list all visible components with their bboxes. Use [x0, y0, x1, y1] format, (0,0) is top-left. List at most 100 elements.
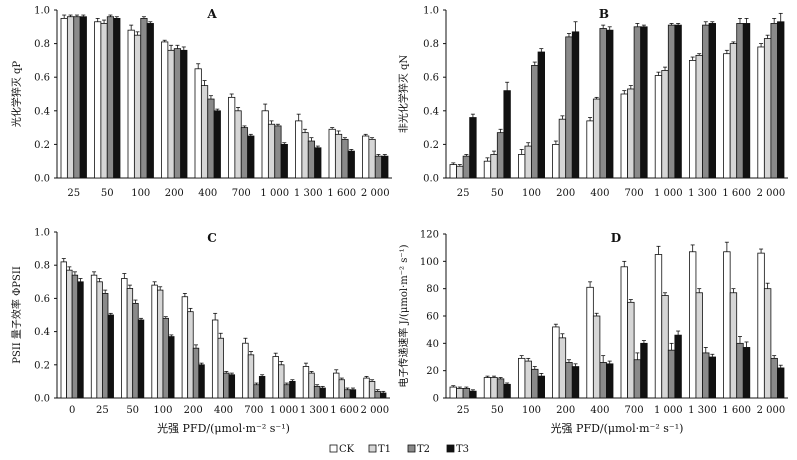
- x-category-label: 700: [244, 405, 263, 416]
- bar-t2: [223, 372, 230, 399]
- bar-t1: [524, 360, 532, 399]
- bar-ck: [261, 110, 269, 179]
- bar-ck: [121, 278, 128, 399]
- bar-t2: [462, 388, 471, 399]
- panel-c: 0.0 0.2 0.4 0.6 0.8 1.0 C PSII 量子效率 ΦPSII 光强 PFD…: [10, 228, 390, 435]
- bar-t2: [374, 155, 383, 179]
- bar-t3: [349, 389, 357, 399]
- legend-label-t1: T1: [378, 444, 391, 455]
- x-category-label: 1 300: [300, 405, 329, 416]
- legend-swatch-t2: [407, 444, 416, 453]
- x-category-label: 1 000: [654, 188, 683, 199]
- y-tick-label: 0.2: [34, 140, 50, 151]
- bar-t3: [137, 319, 145, 399]
- bar-t1: [267, 123, 276, 179]
- bar-t2: [633, 26, 642, 179]
- bar-t3: [571, 31, 580, 179]
- bar-t3: [640, 26, 648, 179]
- bar-t1: [524, 145, 532, 179]
- bar-ck: [723, 53, 731, 179]
- bar-t1: [592, 98, 601, 179]
- bar-t3: [469, 117, 477, 179]
- x-axis-label: 光强 PFD/(μmol·m⁻² s⁻¹): [551, 421, 684, 435]
- legend-label-t3: T3: [456, 444, 469, 455]
- bar-ck: [242, 342, 249, 399]
- bar-t1: [558, 118, 567, 179]
- bar-t3: [289, 380, 296, 399]
- x-category-label: 2 000: [361, 188, 390, 199]
- bar-ck: [518, 357, 526, 399]
- bar-ck: [483, 377, 492, 399]
- bar-t3: [347, 150, 355, 179]
- y-tick-label: 0.4: [423, 106, 439, 117]
- bar-t3: [777, 21, 785, 179]
- bar-t1: [187, 311, 194, 399]
- bar-t3: [708, 23, 716, 179]
- x-category-label: 25: [96, 405, 109, 416]
- bar-t3: [742, 347, 751, 399]
- bar-t2: [667, 24, 676, 179]
- bar-ck: [586, 120, 594, 179]
- bar-ck: [518, 154, 526, 179]
- x-category-label: 700: [625, 188, 644, 199]
- bar-t3: [503, 383, 511, 399]
- y-tick-label: 0.2: [34, 360, 50, 371]
- x-category-label: 1 600: [722, 188, 751, 199]
- bar-t3: [198, 364, 205, 399]
- bar-ck: [94, 21, 102, 179]
- bar-t1: [234, 110, 242, 179]
- bar-t2: [341, 138, 349, 179]
- x-category-label: 50: [101, 188, 114, 199]
- bar-t2: [344, 389, 351, 399]
- bar-ck: [552, 143, 560, 179]
- bar-t2: [71, 274, 79, 399]
- bar-ck: [181, 296, 189, 399]
- bar-t1: [338, 379, 345, 399]
- bar-ck: [211, 319, 219, 399]
- bar-ck: [228, 96, 236, 179]
- y-axis-label: 非光化学猝灭 qN: [397, 55, 410, 134]
- bar-t3: [777, 367, 785, 399]
- y-axis-label: 电子传递速率 J/(μmol·m⁻² s⁻¹): [397, 244, 410, 387]
- bar-ck: [127, 29, 135, 179]
- y-tick-label: 0.0: [34, 394, 50, 405]
- bar-ck: [689, 60, 697, 179]
- panel-letter: C: [207, 231, 217, 245]
- y-tick-label: 80: [426, 284, 439, 295]
- x-category-label: 200: [556, 188, 575, 199]
- y-tick-label: 120: [420, 230, 439, 241]
- bar-t2: [599, 28, 607, 179]
- y-tick-label: 100: [420, 257, 439, 268]
- bar-t2: [173, 48, 182, 179]
- x-category-label: 200: [165, 188, 184, 199]
- bar-t3: [77, 281, 84, 399]
- x-category-label: 1 000: [654, 405, 683, 416]
- bar-t3: [606, 29, 614, 179]
- bar-t2: [132, 302, 139, 399]
- x-category-label: 700: [232, 188, 251, 199]
- bar-t2: [207, 98, 215, 179]
- bar-t2: [531, 65, 539, 179]
- bar-t2: [565, 362, 573, 399]
- y-tick-label: 0.8: [34, 39, 50, 50]
- bar-ck: [620, 93, 628, 179]
- x-category-label: 400: [214, 405, 233, 416]
- y-tick-label: 0.8: [423, 39, 439, 50]
- bar-t3: [380, 392, 387, 399]
- bar-t1: [592, 315, 601, 399]
- x-category-label: 25: [67, 188, 80, 199]
- bar-ck: [723, 251, 731, 399]
- y-tick-label: 0.6: [34, 294, 50, 305]
- y-tick-label: 0.8: [34, 261, 50, 272]
- bar-t2: [73, 16, 81, 179]
- bar-t3: [247, 135, 255, 179]
- bar-t1: [627, 88, 635, 179]
- bar-ck: [328, 128, 336, 179]
- bar-t3: [571, 366, 580, 399]
- bar-t2: [770, 23, 778, 179]
- bar-ck: [333, 372, 340, 399]
- bar-ck: [620, 266, 628, 399]
- bar-t2: [253, 384, 260, 399]
- y-tick-label: 20: [426, 366, 439, 377]
